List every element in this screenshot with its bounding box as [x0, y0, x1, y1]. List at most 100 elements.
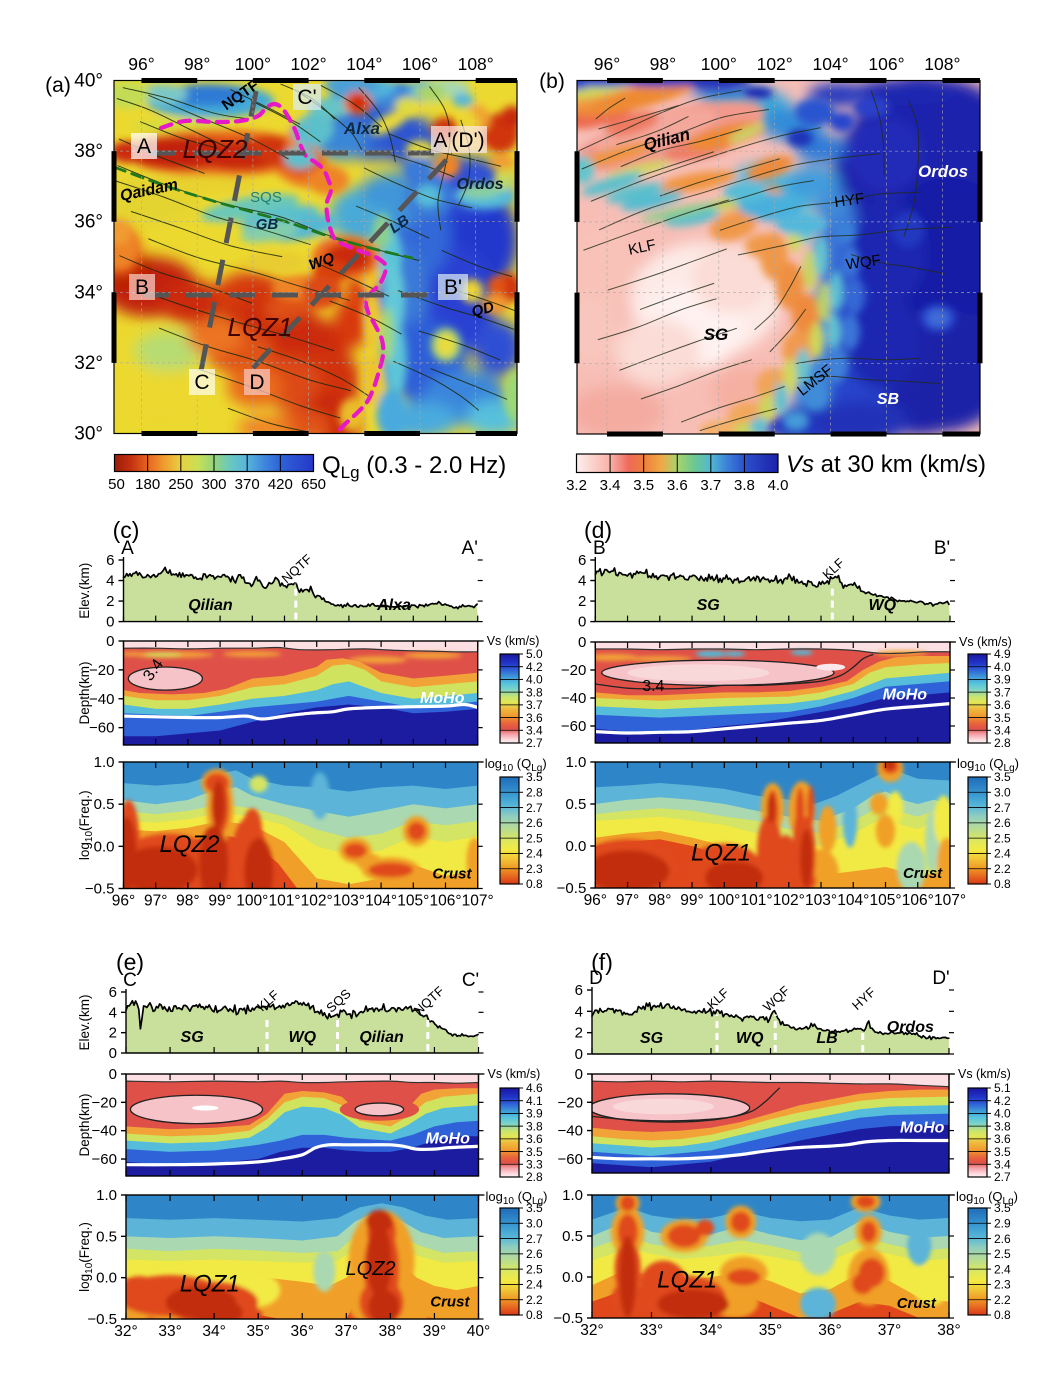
- svg-text:36°: 36°: [74, 212, 103, 233]
- svg-text:104°: 104°: [346, 54, 382, 74]
- svg-text:3.3: 3.3: [526, 1157, 543, 1171]
- svg-text:B: B: [135, 276, 149, 299]
- svg-text:99°: 99°: [208, 893, 231, 910]
- svg-text:Alxa: Alxa: [343, 119, 380, 138]
- svg-text:2.5: 2.5: [526, 1262, 543, 1276]
- svg-text:100°: 100°: [235, 54, 271, 74]
- svg-text:0.8: 0.8: [526, 1308, 543, 1322]
- svg-text:2.3: 2.3: [526, 862, 543, 876]
- svg-text:log10(Freq.): log10(Freq.): [77, 790, 95, 860]
- svg-text:Depth(km): Depth(km): [77, 661, 92, 724]
- svg-text:105°: 105°: [397, 893, 429, 910]
- svg-text:6: 6: [578, 552, 586, 569]
- svg-text:−40: −40: [561, 690, 586, 707]
- svg-text:4: 4: [578, 573, 586, 590]
- svg-text:2.9: 2.9: [994, 1216, 1011, 1230]
- svg-text:0: 0: [106, 633, 114, 650]
- svg-text:Depth(km): Depth(km): [77, 1093, 92, 1156]
- svg-text:3.5: 3.5: [994, 1145, 1011, 1159]
- svg-text:2.7: 2.7: [994, 801, 1011, 815]
- svg-text:96°: 96°: [584, 892, 607, 909]
- svg-text:34°: 34°: [74, 282, 103, 303]
- svg-text:(a): (a): [45, 74, 71, 97]
- svg-text:Crust: Crust: [897, 1295, 937, 1312]
- svg-text:0.8: 0.8: [994, 1308, 1011, 1322]
- svg-text:−0.5: −0.5: [553, 1310, 583, 1327]
- svg-text:99°: 99°: [680, 892, 703, 909]
- svg-text:2.6: 2.6: [994, 816, 1011, 830]
- svg-text:0: 0: [575, 1066, 583, 1083]
- svg-text:SQS: SQS: [250, 189, 282, 206]
- svg-text:3.6: 3.6: [994, 698, 1011, 712]
- svg-text:Elev.(km): Elev.(km): [77, 995, 92, 1051]
- svg-text:(c): (c): [113, 517, 140, 543]
- svg-text:5.0: 5.0: [526, 647, 543, 661]
- svg-text:108°: 108°: [924, 54, 960, 74]
- svg-text:−60: −60: [561, 718, 586, 735]
- svg-text:0.5: 0.5: [94, 796, 115, 813]
- svg-text:LQZ2: LQZ2: [346, 1258, 396, 1280]
- svg-text:6: 6: [106, 552, 114, 569]
- svg-text:3.5: 3.5: [994, 770, 1011, 784]
- svg-text:106°: 106°: [868, 54, 904, 74]
- svg-text:A: A: [121, 538, 134, 559]
- svg-text:105°: 105°: [869, 892, 901, 909]
- svg-text:0: 0: [575, 1046, 583, 1063]
- svg-text:LQZ1: LQZ1: [180, 1271, 240, 1298]
- svg-text:3.5: 3.5: [994, 1201, 1011, 1215]
- svg-text:3.9: 3.9: [526, 1107, 543, 1121]
- svg-text:1.0: 1.0: [565, 754, 586, 771]
- svg-text:−60: −60: [92, 1151, 117, 1168]
- svg-text:−60: −60: [558, 1151, 583, 1168]
- svg-text:6: 6: [575, 982, 583, 999]
- svg-text:−40: −40: [92, 1123, 117, 1140]
- svg-text:96°: 96°: [128, 54, 154, 74]
- svg-text:3.7: 3.7: [994, 685, 1011, 699]
- svg-text:(b): (b): [539, 70, 565, 93]
- svg-text:4: 4: [109, 1004, 117, 1021]
- svg-text:2.6: 2.6: [994, 1232, 1011, 1246]
- svg-text:3.6: 3.6: [526, 711, 543, 725]
- svg-text:420: 420: [268, 476, 293, 493]
- svg-text:3.2: 3.2: [566, 477, 587, 494]
- svg-text:102°: 102°: [290, 54, 326, 74]
- svg-text:C': C': [297, 86, 316, 109]
- svg-text:Qilian: Qilian: [359, 1029, 404, 1046]
- svg-text:3.4: 3.4: [994, 723, 1011, 737]
- svg-text:104°: 104°: [365, 893, 397, 910]
- svg-text:2.4: 2.4: [994, 847, 1011, 861]
- svg-text:MoHo: MoHo: [420, 690, 465, 707]
- svg-text:3.5: 3.5: [633, 477, 654, 494]
- svg-text:LQZ1: LQZ1: [227, 312, 292, 342]
- svg-text:3.5: 3.5: [994, 711, 1011, 725]
- svg-text:37°: 37°: [878, 1322, 901, 1339]
- svg-text:2.2: 2.2: [994, 862, 1011, 876]
- svg-text:98°: 98°: [184, 54, 210, 74]
- svg-text:MoHo: MoHo: [900, 1120, 945, 1137]
- svg-text:36°: 36°: [818, 1322, 841, 1339]
- svg-text:97°: 97°: [144, 893, 167, 910]
- svg-text:107°: 107°: [462, 893, 494, 910]
- svg-text:3.6: 3.6: [994, 1132, 1011, 1146]
- svg-text:Crust: Crust: [432, 865, 472, 882]
- svg-text:180: 180: [135, 476, 160, 493]
- svg-text:1.0: 1.0: [96, 1187, 117, 1204]
- svg-text:Vs (km/s): Vs (km/s): [958, 1067, 1011, 1081]
- svg-text:250: 250: [168, 476, 193, 493]
- svg-text:3.0: 3.0: [994, 785, 1011, 799]
- svg-text:LQZ2: LQZ2: [159, 831, 219, 858]
- svg-text:32°: 32°: [580, 1322, 603, 1339]
- svg-text:0.8: 0.8: [994, 877, 1011, 891]
- svg-text:−20: −20: [89, 662, 114, 679]
- svg-text:−40: −40: [558, 1123, 583, 1140]
- svg-text:SG: SG: [704, 325, 729, 344]
- svg-text:SG: SG: [697, 597, 720, 614]
- svg-text:Ordos: Ordos: [887, 1019, 934, 1036]
- svg-text:GB: GB: [256, 216, 279, 233]
- svg-text:WQF: WQF: [845, 252, 882, 274]
- svg-text:100°: 100°: [708, 892, 740, 909]
- svg-text:4.2: 4.2: [994, 1094, 1011, 1108]
- svg-text:−20: −20: [558, 1094, 583, 1111]
- svg-text:36°: 36°: [291, 1323, 314, 1340]
- svg-text:3.5: 3.5: [526, 770, 543, 784]
